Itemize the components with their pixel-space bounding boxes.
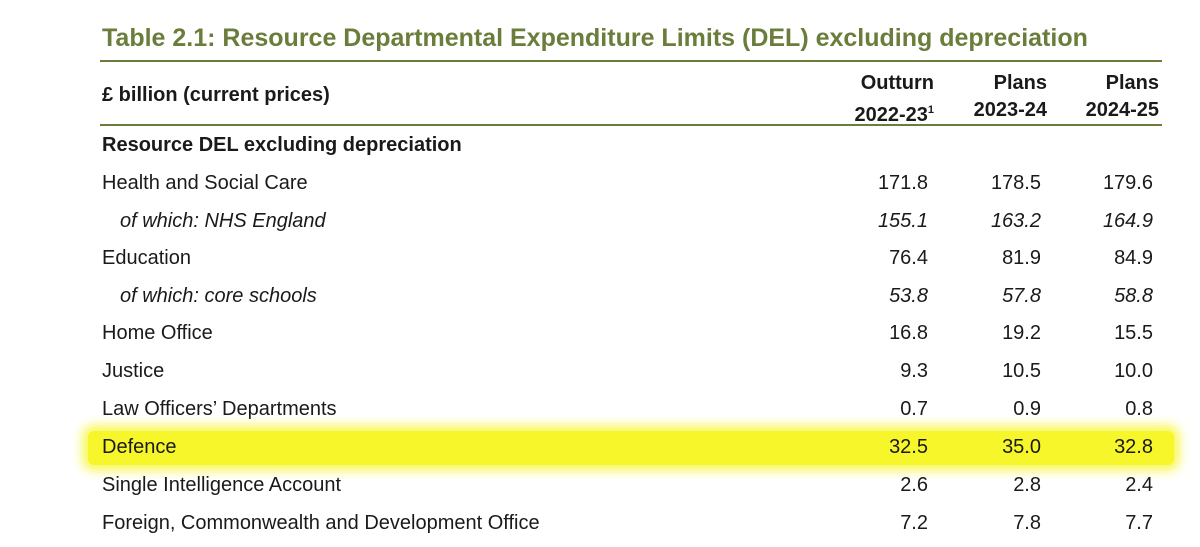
cell-value: 35.0	[1002, 436, 1041, 458]
table-row: Single Intelligence Account 2.6 2.8 2.4	[100, 467, 1162, 505]
table-row: Home Office 16.8 19.2 15.5	[100, 315, 1162, 353]
cell-value: 32.5	[889, 436, 928, 458]
column-header-line1: Outturn	[860, 72, 934, 94]
cell-value: 2.6	[900, 474, 928, 496]
table-row: Health and Social Care 171.8 178.5 179.6	[100, 165, 1162, 203]
cell-value: 2.8	[1013, 474, 1041, 496]
column-header-plans-2023: Plans 2023-24	[974, 70, 1047, 124]
row-label: Home Office	[102, 322, 213, 344]
row-label: Resource DEL excluding depreciation	[102, 134, 462, 156]
cell-value: 10.5	[1002, 360, 1041, 382]
cell-value: 164.9	[1102, 210, 1153, 232]
cell-value: 171.8	[877, 172, 928, 194]
cell-value: 2.4	[1125, 474, 1153, 496]
column-header-outturn: Outturn 2022-231	[854, 70, 934, 129]
table-row: Education 76.4 81.9 84.9	[100, 240, 1162, 278]
table-row: Justice 9.3 10.5 10.0	[100, 353, 1162, 391]
cell-value: 15.5	[1114, 322, 1153, 344]
cell-value: 58.8	[1114, 285, 1153, 307]
cell-value: 163.2	[990, 210, 1041, 232]
cell-value: 155.1	[877, 210, 928, 232]
column-header-line1: Plans	[1105, 72, 1159, 94]
column-header-line2: 2024-25	[1085, 99, 1159, 121]
row-label: Law Officers’ Departments	[102, 398, 337, 420]
row-label: of which: core schools	[120, 285, 317, 307]
table-row: of which: NHS England 155.1 163.2 164.9	[100, 203, 1162, 241]
table-title: Table 2.1: Resource Departmental Expendi…	[102, 24, 1088, 52]
cell-value: 9.3	[900, 360, 928, 382]
cell-value: 7.2	[900, 512, 928, 534]
cell-value: 7.8	[1013, 512, 1041, 534]
cell-value: 0.7	[900, 398, 928, 420]
cell-value: 178.5	[990, 172, 1041, 194]
cell-value: 76.4	[889, 247, 928, 269]
cell-value: 19.2	[1002, 322, 1041, 344]
row-label: Defence	[102, 436, 177, 458]
column-header-line1: Plans	[993, 72, 1047, 94]
units-header: £ billion (current prices)	[102, 84, 330, 106]
table-row: Law Officers’ Departments 0.7 0.9 0.8	[100, 391, 1162, 429]
column-header-line2: 2023-24	[973, 99, 1047, 121]
table-row: Defence 32.5 35.0 32.8	[88, 429, 1174, 467]
footnote-marker: 1	[927, 104, 934, 116]
row-label: of which: NHS England	[120, 210, 326, 232]
header-rule	[100, 124, 1162, 126]
row-label: Health and Social Care	[102, 172, 308, 194]
table-row: Foreign, Commonwealth and Development Of…	[100, 505, 1162, 543]
cell-value: 16.8	[889, 322, 928, 344]
row-label: Education	[102, 247, 191, 269]
table-row: of which: core schools 53.8 57.8 58.8	[100, 278, 1162, 316]
title-rule	[100, 60, 1162, 62]
cell-value: 57.8	[1002, 285, 1041, 307]
cell-value: 53.8	[889, 285, 928, 307]
cell-value: 10.0	[1114, 360, 1153, 382]
row-label: Foreign, Commonwealth and Development Of…	[102, 512, 540, 534]
cell-value: 7.7	[1125, 512, 1153, 534]
cell-value: 84.9	[1114, 247, 1153, 269]
cell-value: 81.9	[1002, 247, 1041, 269]
column-header-plans-2024: Plans 2024-25	[1086, 70, 1159, 124]
row-label: Single Intelligence Account	[102, 474, 342, 496]
cell-value: 0.8	[1125, 398, 1153, 420]
cell-value: 32.8	[1114, 436, 1153, 458]
row-label: Justice	[102, 360, 165, 382]
cell-value: 179.6	[1102, 172, 1153, 194]
section-row: Resource DEL excluding depreciation	[100, 127, 1162, 165]
column-header-line2: 2022-231	[854, 104, 934, 126]
cell-value: 0.9	[1013, 398, 1041, 420]
